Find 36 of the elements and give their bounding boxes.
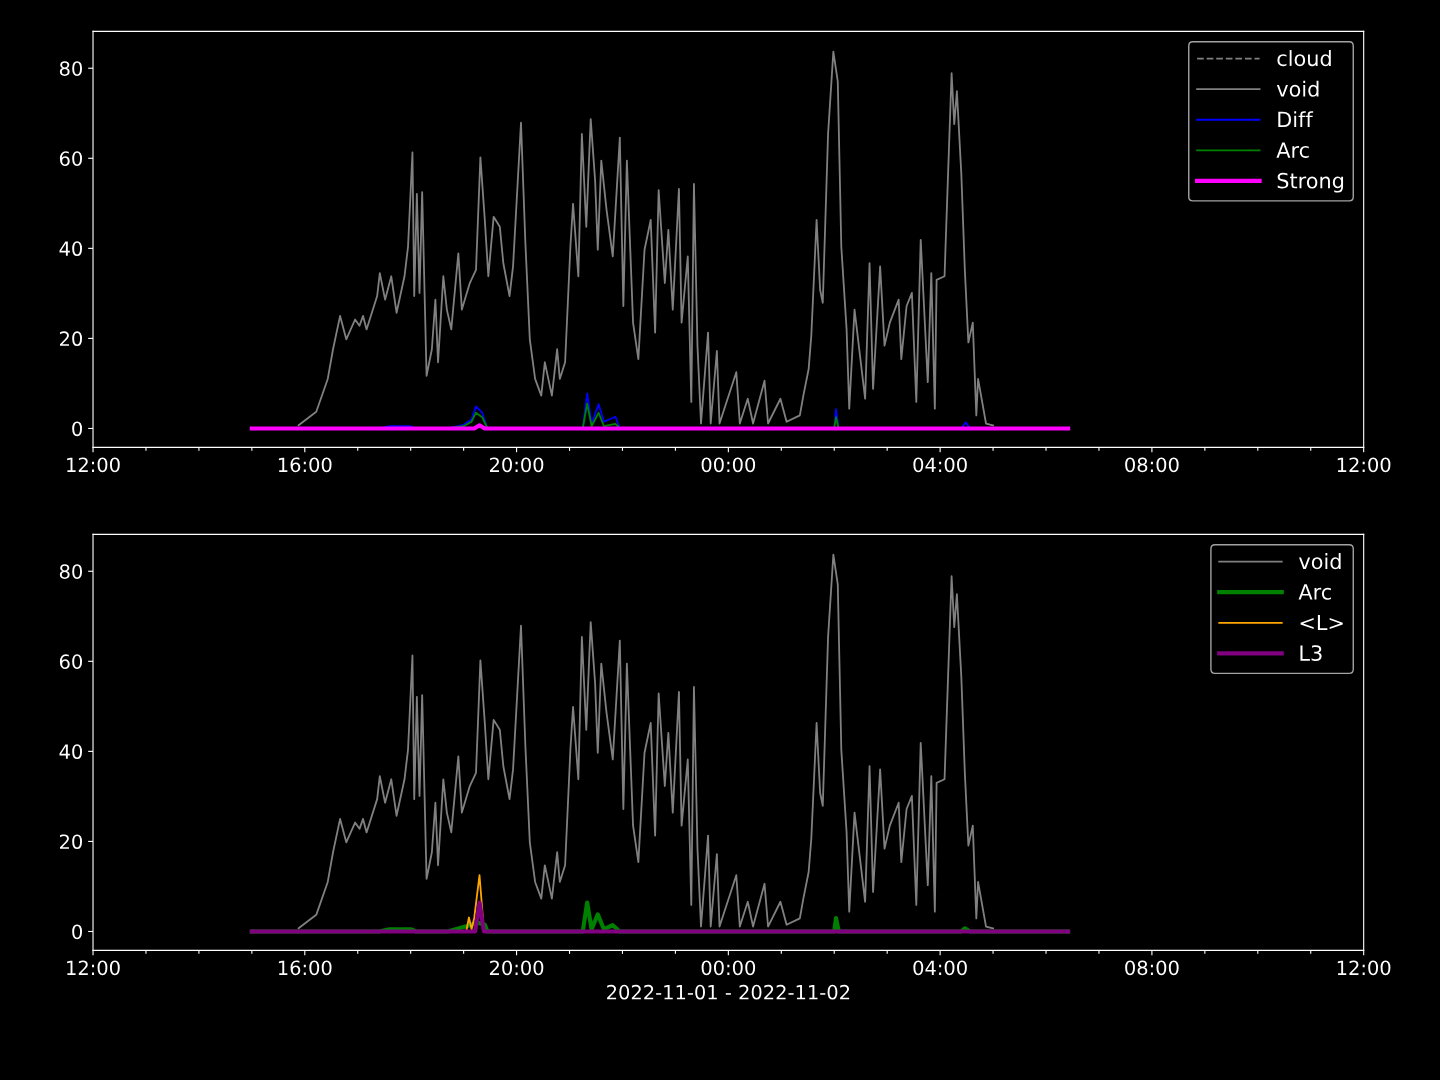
x-tick-label: 12:00 xyxy=(67,960,120,976)
x-tick-label: 08:00 xyxy=(1125,457,1179,473)
y-tick-label: 20 xyxy=(59,331,83,347)
y-tick-label: 60 xyxy=(59,151,83,166)
legend-label: void xyxy=(1276,80,1319,97)
y-tick-label: 80 xyxy=(59,564,83,579)
legend-label: <L> xyxy=(1300,614,1343,631)
legend-label: L3 xyxy=(1300,645,1322,661)
legend-label: cloud xyxy=(1277,50,1331,67)
legend-label: void xyxy=(1299,553,1341,570)
x-tick-label: 12:00 xyxy=(1337,960,1391,976)
y-tick-label: 40 xyxy=(59,241,83,257)
y-tick-label: 60 xyxy=(59,654,83,669)
line-series xyxy=(297,553,994,930)
x-tick-label: 16:00 xyxy=(278,457,332,473)
y-tick-label: 20 xyxy=(59,834,83,850)
x-tick-label: 16:00 xyxy=(278,960,332,976)
x-tick-label: 00:00 xyxy=(701,457,756,473)
x-tick-label: 04:00 xyxy=(913,960,967,976)
x-tick-label: 12:00 xyxy=(67,457,120,473)
legend-label: Diff xyxy=(1278,111,1314,128)
legend-label: Strong xyxy=(1277,172,1344,193)
legend-label: Arc xyxy=(1298,584,1331,600)
y-tick-label: 0 xyxy=(72,421,83,437)
y-tick-label: 0 xyxy=(72,924,83,940)
legend-label: Arc xyxy=(1276,142,1309,158)
x-tick-label: 20:00 xyxy=(489,960,544,976)
y-tick-label: 80 xyxy=(59,61,83,76)
x-tick-label: 08:00 xyxy=(1125,960,1179,976)
y-tick-label: 40 xyxy=(59,744,83,760)
x-tick-label: 20:00 xyxy=(489,457,544,473)
x-tick-label: 12:00 xyxy=(1337,457,1391,473)
line-series xyxy=(297,50,994,427)
x-tick-label: 00:00 xyxy=(701,960,756,976)
x-tick-label: 04:00 xyxy=(913,457,967,473)
x-axis-title: 2022-11-01 - 2022-11-02 xyxy=(607,984,850,1000)
